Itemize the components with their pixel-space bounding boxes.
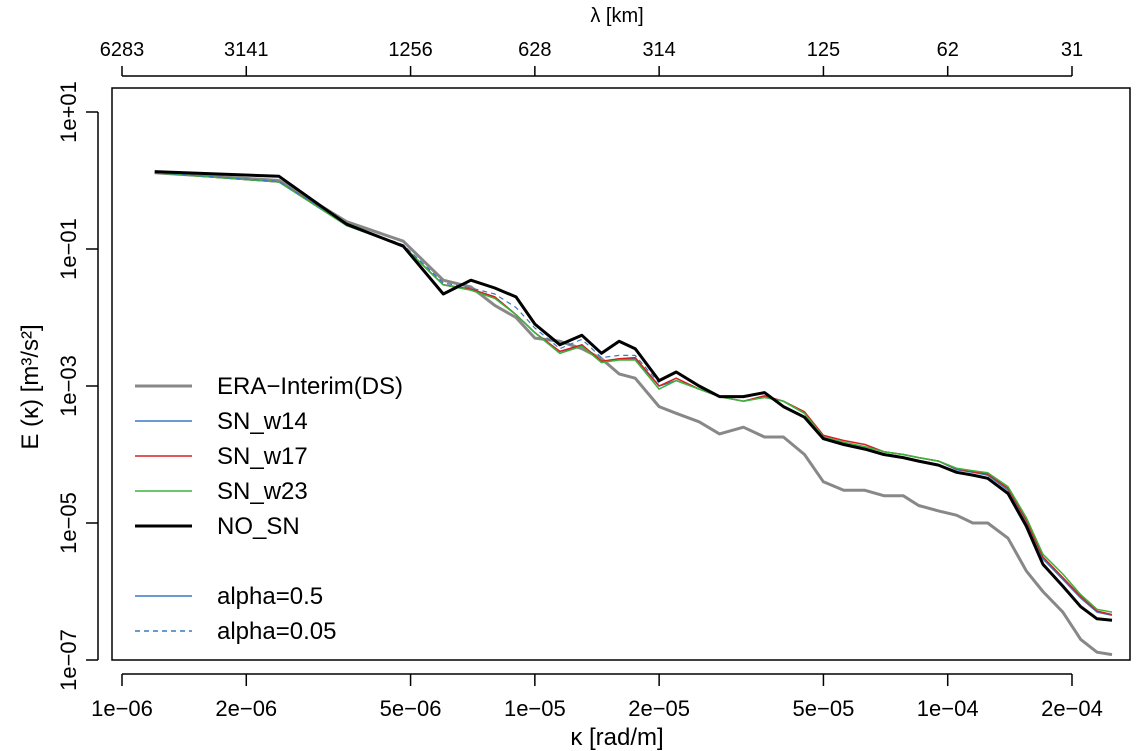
top-axis-title: λ [km]	[590, 5, 643, 27]
bottom-x-axis: 1e−06 2e−06 5e−06 1e−05 2e−05 5e−05 1e−04 2e−04	[91, 673, 1103, 721]
plot-border	[111, 87, 1131, 661]
series-line-era-interim-ds	[154, 171, 1113, 657]
y-axis: 1e+01 1e−01 1e−03 1e−05 1e−07	[56, 81, 99, 691]
legend-label: alpha=0.5	[217, 583, 323, 610]
legend-label: NO_SN	[217, 513, 300, 540]
plot-frame	[111, 87, 1131, 661]
x-tick-label: 2e−04	[1041, 696, 1103, 721]
y-tick-label: 1e+01	[56, 81, 81, 143]
top-tick-label: 31	[1061, 39, 1083, 61]
series-line-sn-w23	[154, 171, 1113, 613]
series-line-no-sn	[154, 170, 1113, 622]
y-tick-label: 1e−01	[56, 218, 81, 280]
top-tick-label: 125	[807, 39, 840, 61]
y-axis-title: E (κ) [m³/s²]	[17, 324, 44, 449]
top-tick-label: 314	[642, 39, 675, 61]
y-tick-label: 1e−05	[56, 492, 81, 554]
top-tick-label: 6283	[100, 39, 145, 61]
y-tick-label: 1e−03	[56, 355, 81, 417]
x-tick-label: 1e−06	[91, 696, 153, 721]
series-line-alpha-0-05	[154, 172, 660, 384]
series-line-sn-w17	[154, 171, 1113, 616]
legend-label: SN_w23	[217, 478, 308, 505]
x-tick-label: 5e−06	[380, 696, 442, 721]
series-layer	[154, 170, 1113, 657]
top-x-axis: 6283 3141 1256 628 314 125 62 31	[100, 39, 1083, 77]
legend-label: ERA−Interim(DS)	[217, 373, 403, 400]
x-tick-label: 1e−04	[917, 696, 979, 721]
x-tick-label: 2e−06	[215, 696, 277, 721]
top-tick-label: 1256	[388, 39, 433, 61]
legend-label: SN_w14	[217, 408, 308, 435]
y-tick-label: 1e−07	[56, 629, 81, 691]
x-axis-title: κ [rad/m]	[570, 724, 663, 751]
x-tick-label: 1e−05	[504, 696, 566, 721]
top-tick-label: 3141	[224, 39, 269, 61]
x-tick-label: 5e−05	[793, 696, 855, 721]
legend-label: SN_w17	[217, 443, 308, 470]
top-tick-label: 628	[518, 39, 551, 61]
legend: ERA−Interim(DS) SN_w14 SN_w17 SN_w23 NO_SNal…	[135, 373, 403, 645]
x-tick-label: 2e−05	[628, 696, 690, 721]
top-tick-label: 62	[937, 39, 959, 61]
legend-label: alpha=0.05	[217, 618, 336, 645]
